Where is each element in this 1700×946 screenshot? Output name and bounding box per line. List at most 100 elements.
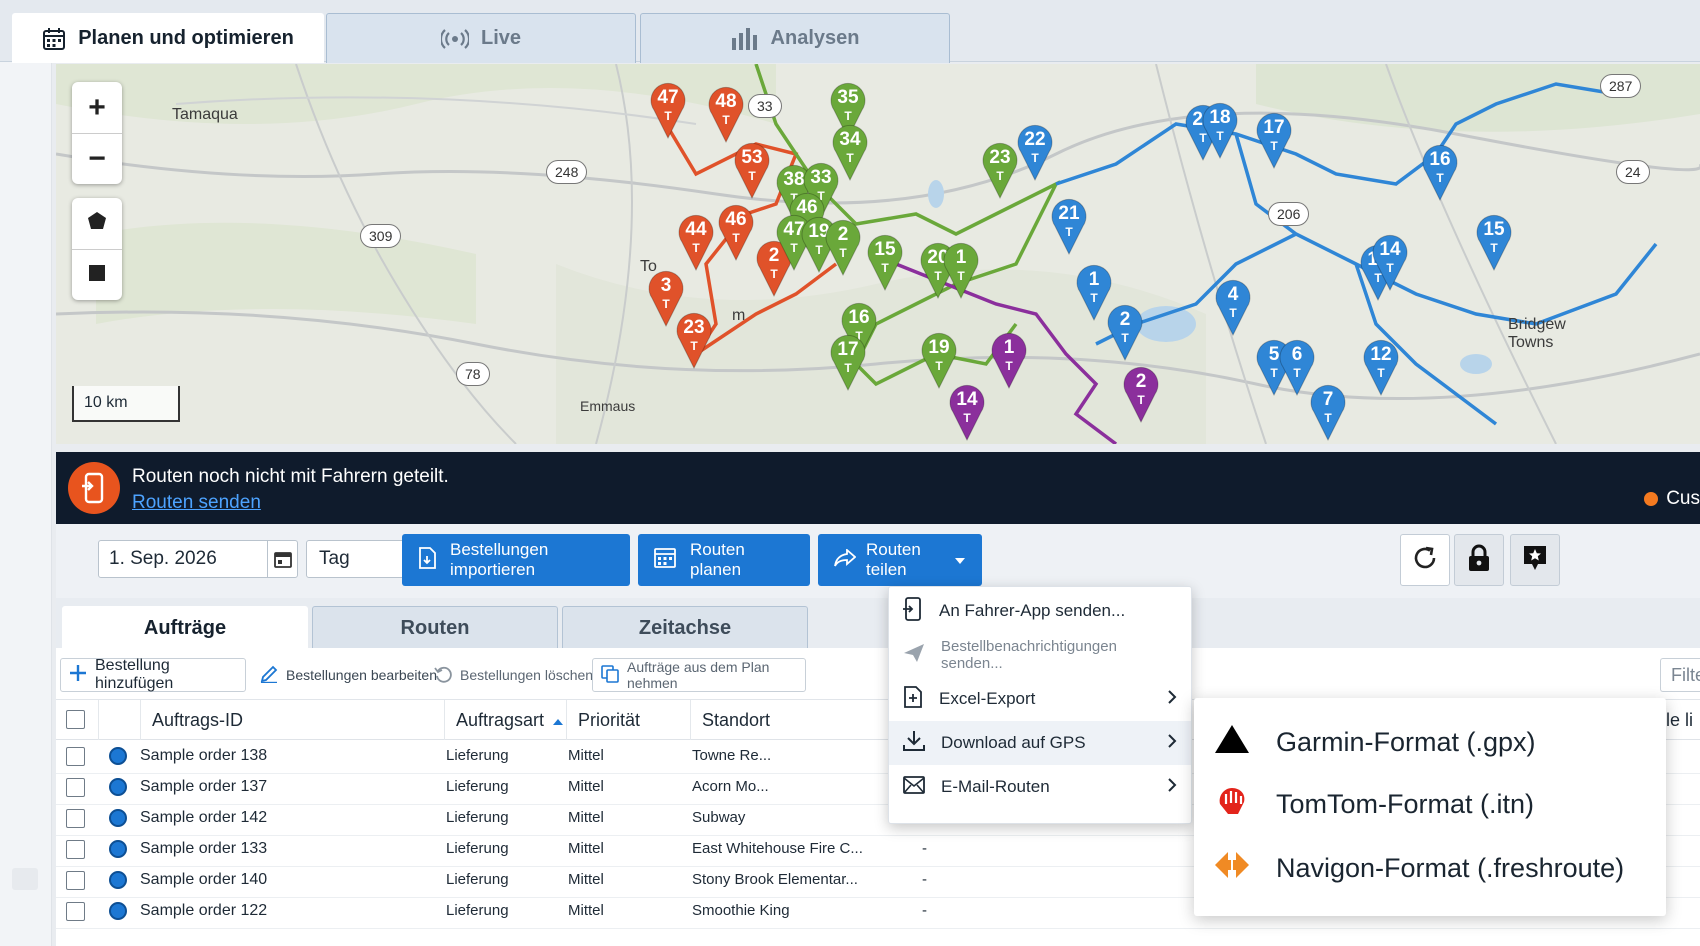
row-checkbox[interactable] (66, 840, 85, 859)
zoom-out-button[interactable]: − (72, 133, 122, 184)
delete-orders-button[interactable]: Bestellungen löschen (426, 658, 601, 692)
star-comment-icon (1522, 544, 1548, 577)
cell-location: Acorn Mo... (692, 778, 769, 795)
red-route-stop-marker[interactable]: 46T (718, 204, 754, 262)
import-orders-button[interactable]: Bestellungen importieren (402, 534, 630, 586)
marker-label: 48 (715, 91, 736, 112)
blue-route-stop-marker[interactable]: 16T (1422, 144, 1458, 202)
green-route-stop-marker[interactable]: 34T (832, 124, 868, 182)
filter-input[interactable]: Filte (1660, 658, 1700, 692)
cell-location: Subway (692, 809, 746, 826)
blue-route-stop-marker[interactable]: 17T (1256, 112, 1292, 170)
calendar-icon[interactable] (267, 541, 297, 577)
row-checkbox[interactable] (66, 778, 85, 797)
green-route-stop-marker[interactable]: 15T (867, 234, 903, 292)
red-route-stop-marker[interactable]: 44T (678, 214, 714, 272)
blue-route-stop-marker[interactable]: 6T (1279, 339, 1315, 397)
column-header-order-id[interactable]: Auftrags-ID (152, 710, 244, 730)
lock-button[interactable] (1454, 534, 1504, 586)
green-route-stop-marker[interactable]: 35T (830, 82, 866, 140)
tab-routes[interactable]: Routen (312, 606, 558, 650)
row-checkbox[interactable] (66, 809, 85, 828)
blue-route-stop-marker[interactable]: 21T (1051, 198, 1087, 256)
edit-orders-button[interactable]: Bestellungen bearbeiten (252, 658, 445, 692)
menu-item-tomtom-itn[interactable]: TomTom-Format (.itn) (1214, 774, 1534, 834)
tab-orders[interactable]: Aufträge (62, 606, 308, 650)
send-routes-link[interactable]: Routen senden (132, 492, 261, 513)
green-route-stop-marker[interactable]: 17T (830, 334, 866, 392)
svg-text:T: T (790, 241, 798, 255)
notice-status-label: Cus (1666, 488, 1700, 509)
blue-route-stop-marker[interactable]: 2T (1107, 304, 1143, 362)
tab-live[interactable]: Live (326, 13, 636, 63)
green-route-stop-marker[interactable]: 23T (982, 142, 1018, 200)
table-row[interactable]: Sample order 142 Lieferung Mittel Subway (56, 802, 1700, 836)
green-route-stop-marker[interactable]: 38T (776, 164, 812, 222)
menu-item-send-to-driver-app[interactable]: An Fahrer-App senden... (889, 589, 1191, 633)
purple-route-stop-marker[interactable]: 14T (949, 384, 985, 442)
red-route-stop-marker[interactable]: 3T (648, 270, 684, 328)
row-checkbox[interactable] (66, 747, 85, 766)
purple-route-stop-marker[interactable]: 1T (991, 332, 1027, 390)
select-all-checkbox[interactable] (66, 710, 85, 729)
zoom-in-button[interactable]: + (88, 90, 106, 124)
share-routes-button[interactable]: Routen teilen (818, 534, 982, 586)
feedback-button[interactable] (1510, 534, 1560, 586)
row-checkbox[interactable] (66, 902, 85, 921)
blue-route-stop-marker[interactable]: 15T (1476, 214, 1512, 272)
table-row[interactable]: Sample order 140 Lieferung Mittel Stony Bro… (56, 864, 1700, 898)
blue-route-stop-marker[interactable]: 18T (1202, 102, 1238, 160)
remove-from-plan-button[interactable]: Aufträge aus dem Plan nehmen (592, 658, 806, 692)
menu-item-send-notifications[interactable]: Bestellbenachrichtigungen senden... (889, 633, 1191, 677)
blue-route-stop-marker[interactable]: 4T (1215, 279, 1251, 337)
menu-item-excel-export[interactable]: Excel-Export (889, 677, 1191, 721)
blue-route-stop-marker[interactable]: 14T (1372, 234, 1408, 292)
column-header-location[interactable]: Standort (702, 710, 771, 730)
menu-item-garmin-gpx[interactable]: Garmin-Format (.gpx) (1214, 712, 1536, 772)
svg-text:T: T (1005, 359, 1013, 373)
blue-route-stop-marker[interactable]: 22T (1017, 124, 1053, 182)
refresh-button[interactable] (1400, 534, 1450, 586)
svg-text:T: T (855, 329, 863, 343)
blue-route-stop-marker[interactable]: 1T (1076, 264, 1112, 322)
tab-timeline[interactable]: Zeitachse (562, 606, 808, 650)
menu-item-navigon-freshroute[interactable]: Navigon-Format (.freshroute) (1214, 838, 1624, 898)
marker-label: 23 (989, 147, 1010, 168)
green-route-stop-marker[interactable]: 19T (921, 332, 957, 390)
blue-route-stop-marker[interactable]: 12T (1363, 339, 1399, 397)
menu-item-email-routes[interactable]: E-Mail-Routen (889, 765, 1191, 809)
draw-polygon-button[interactable] (72, 198, 122, 249)
green-route-stop-marker[interactable]: 1T (943, 242, 979, 300)
purple-route-stop-marker[interactable]: 2T (1123, 366, 1159, 424)
rail-chip[interactable] (12, 868, 38, 890)
plan-routes-button[interactable]: Routen planen (638, 534, 810, 586)
green-route-stop-marker[interactable]: 16T (841, 302, 877, 360)
blue-route-stop-marker[interactable]: 7T (1310, 384, 1346, 442)
red-route-stop-marker[interactable]: 53T (734, 142, 770, 200)
column-header-order-type[interactable]: Auftragsart (456, 710, 564, 731)
table-row[interactable]: Sample order 133 Lieferung Mittel East Whit… (56, 833, 1700, 867)
tab-plan-optimize[interactable]: Planen und optimieren (12, 13, 324, 63)
red-route-stop-marker[interactable]: 48T (708, 86, 744, 144)
lock-icon (1467, 544, 1491, 577)
green-route-stop-marker[interactable]: 33T (803, 162, 839, 220)
table-row[interactable]: Sample order 137 Lieferung Mittel Acorn Mo.… (56, 771, 1700, 805)
green-route-stop-marker[interactable]: 47T (776, 214, 812, 272)
tab-analytics[interactable]: Analysen (640, 13, 950, 63)
status-dot (109, 778, 127, 796)
add-order-button[interactable]: Bestellung hinzufügen (60, 657, 246, 692)
road-shield: 206 (1268, 202, 1310, 226)
column-header-priority[interactable]: Priorität (578, 710, 641, 730)
green-route-stop-marker[interactable]: 2T (825, 219, 861, 277)
date-picker[interactable]: 1. Sep. 2026 (98, 540, 298, 578)
route-map[interactable]: 47T48T53T46T44T2T3T23T35T34T38T33T46T47T… (56, 64, 1700, 444)
red-route-stop-marker[interactable]: 47T (650, 82, 686, 140)
red-route-stop-marker[interactable]: 23T (676, 312, 712, 370)
cell-priority: Mittel (568, 747, 604, 764)
menu-item-download-gps[interactable]: Download auf GPS (889, 721, 1191, 765)
row-checkbox[interactable] (66, 871, 85, 890)
table-row[interactable]: Sample order 138 Lieferung Mittel Towne Re.… (56, 740, 1700, 774)
draw-rectangle-button[interactable] (72, 249, 122, 300)
road-shield: 287 (1600, 74, 1642, 98)
column-header-stub[interactable]: le li (1666, 710, 1694, 730)
